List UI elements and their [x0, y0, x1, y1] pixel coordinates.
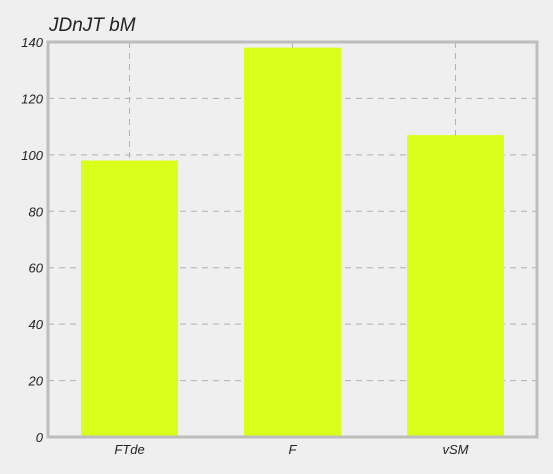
bar-FTde — [81, 160, 178, 437]
y-tick-label: 60 — [29, 261, 44, 276]
chart-title: JDnJT bM — [48, 15, 136, 36]
y-tick-label: 0 — [36, 430, 44, 445]
bar-F — [244, 47, 341, 438]
y-tick-label: 20 — [28, 374, 44, 389]
x-tick-label: FTde — [114, 442, 144, 457]
y-tick-label: 140 — [21, 35, 43, 50]
x-tick-label: F — [289, 442, 298, 457]
y-tick-label: 40 — [29, 317, 44, 332]
plot-frame — [46, 40, 539, 439]
y-tick-labels: 0 20 40 60 80 100 120 140 — [21, 35, 43, 445]
y-tick-label: 100 — [21, 148, 43, 163]
bars — [81, 47, 504, 438]
bar-vSM — [407, 135, 504, 437]
x-tick-label: vSM — [443, 442, 469, 457]
y-tick-label: 120 — [21, 91, 43, 106]
y-tick-label: 80 — [29, 204, 44, 219]
